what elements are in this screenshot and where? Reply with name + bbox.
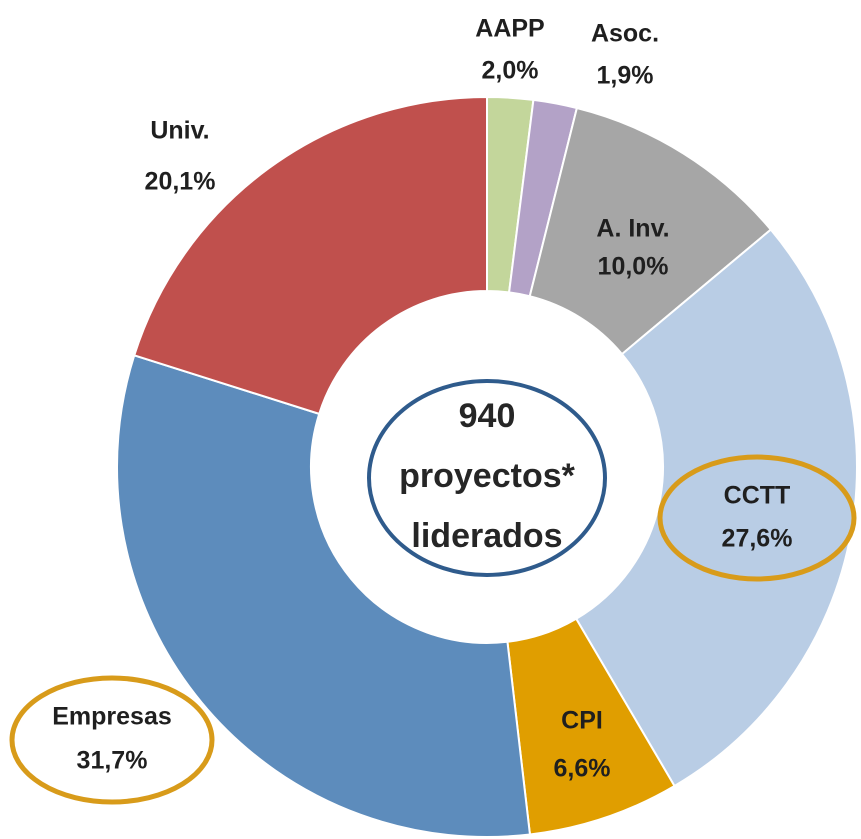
value-label: 31,7% [77,747,148,775]
highlight-ring [9,675,215,805]
value-label: 2,0% [482,57,539,85]
highlight-ring [657,454,857,582]
center-text: proyectos* [399,457,575,495]
center-ring [367,379,607,577]
category-label: A. Inv. [596,215,669,243]
value-label: 10,0% [598,253,669,281]
donut-slice [116,354,532,838]
donut-slice [133,95,488,416]
category-label: AAPP [475,15,544,43]
center-text: 940 [459,397,516,435]
value-label: 6,6% [554,755,611,783]
category-label: Empresas [52,703,172,731]
category-label: Asoc. [591,20,659,48]
category-label: Univ. [150,117,209,145]
donut-slice [574,228,858,788]
center-text: liderados [411,517,562,555]
category-label: CPI [561,707,603,735]
value-label: 1,9% [597,62,654,90]
category-label: CCTT [724,482,791,510]
value-label: 27,6% [722,525,793,553]
value-label: 20,1% [145,168,216,196]
